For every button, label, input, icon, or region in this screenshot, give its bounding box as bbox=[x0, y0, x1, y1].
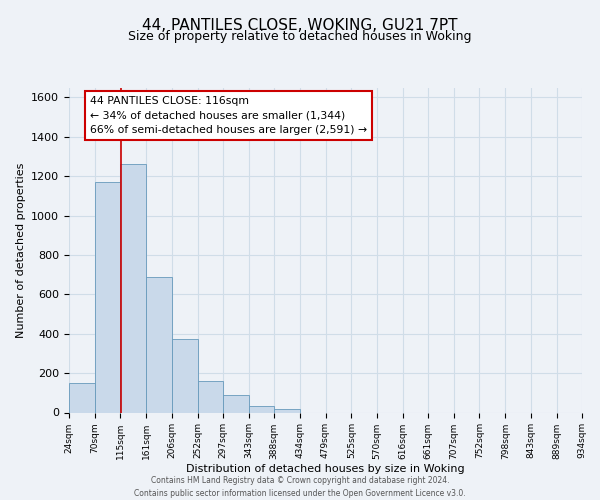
Bar bbox=[223, 395, 249, 412]
Bar bbox=[172, 338, 197, 412]
Y-axis label: Number of detached properties: Number of detached properties bbox=[16, 162, 26, 338]
Bar bbox=[69, 383, 95, 412]
Bar bbox=[121, 164, 146, 412]
X-axis label: Distribution of detached houses by size in Woking: Distribution of detached houses by size … bbox=[186, 464, 465, 474]
Text: 44 PANTILES CLOSE: 116sqm
← 34% of detached houses are smaller (1,344)
66% of se: 44 PANTILES CLOSE: 116sqm ← 34% of detac… bbox=[89, 96, 367, 135]
Text: Contains HM Land Registry data © Crown copyright and database right 2024.
Contai: Contains HM Land Registry data © Crown c… bbox=[134, 476, 466, 498]
Bar bbox=[197, 381, 223, 412]
Text: 44, PANTILES CLOSE, WOKING, GU21 7PT: 44, PANTILES CLOSE, WOKING, GU21 7PT bbox=[142, 18, 458, 32]
Bar bbox=[95, 182, 120, 412]
Bar bbox=[249, 406, 274, 412]
Bar bbox=[146, 276, 172, 412]
Bar bbox=[274, 408, 300, 412]
Text: Size of property relative to detached houses in Woking: Size of property relative to detached ho… bbox=[128, 30, 472, 43]
